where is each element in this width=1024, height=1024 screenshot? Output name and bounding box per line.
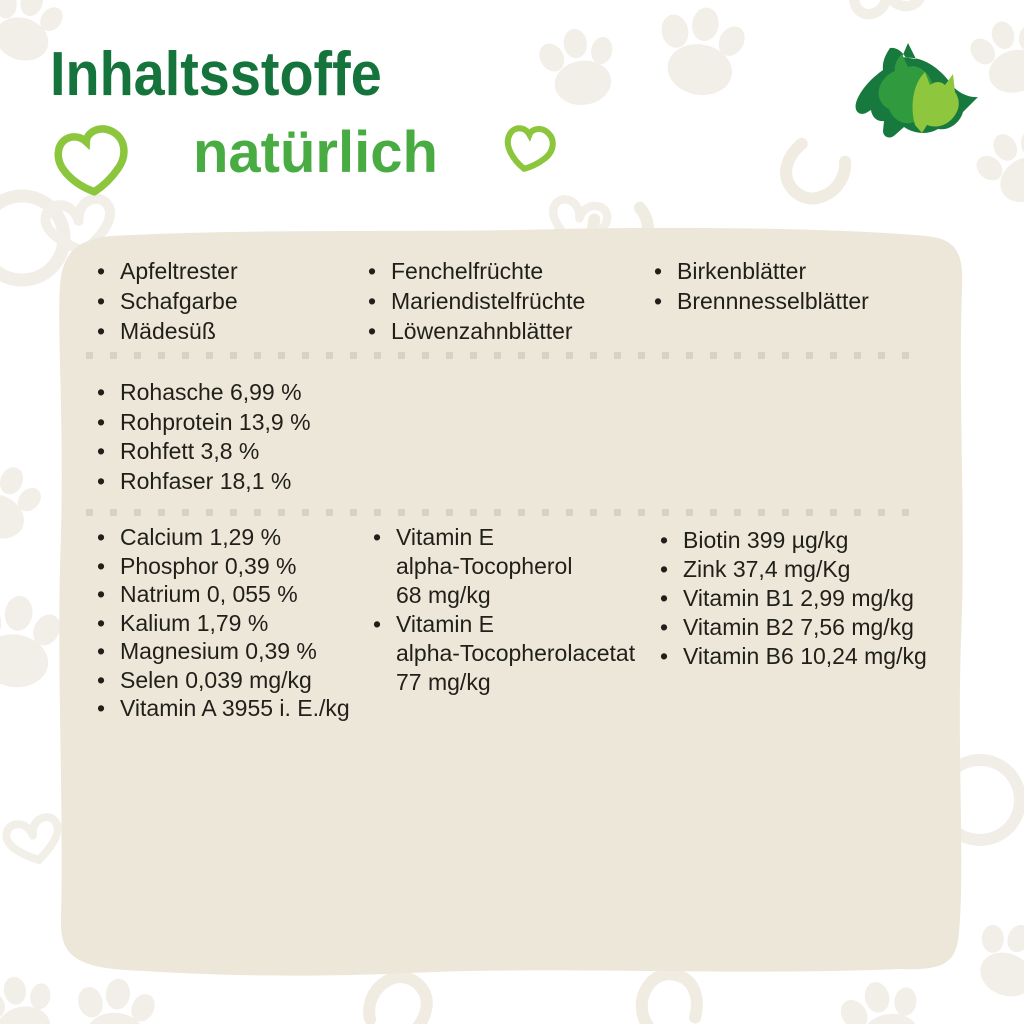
list-item: Löwenzahnblätter: [368, 316, 585, 346]
item-line: 68 mg/kg: [396, 582, 491, 608]
additives-column-2: Vitamin E alpha-Tocopherol 68 mg/kg Vita…: [373, 523, 636, 697]
item-line: 77 mg/kg: [396, 669, 491, 695]
analysis-list: Rohasche 6,99 % Rohprotein 13,9 % Rohfet…: [97, 378, 311, 497]
heart-icon: [504, 125, 556, 172]
list-item: Magnesium 0,39 %: [97, 637, 350, 666]
list-item: Rohfett 3,8 %: [97, 437, 311, 467]
herbs-column-1: Apfeltrester Schafgarbe Mädesüß: [97, 256, 238, 346]
dotted-divider: [86, 509, 916, 516]
list-item: Mariendistelfrüchte: [368, 286, 585, 316]
item-line: Vitamin E: [396, 524, 495, 550]
list-item: Fenchelfrüchte: [368, 256, 585, 286]
list-item: Rohprotein 13,9 %: [97, 408, 310, 438]
list-item: Brennnesselblätter: [654, 286, 869, 316]
horse-dog-cat-logo-icon: [855, 43, 978, 138]
list-item: Kalium 1,79 %: [97, 609, 350, 638]
list-item: Mädesüß: [97, 316, 238, 346]
herbs-column-2: Fenchelfrüchte Mariendistelfrüchte Löwen…: [368, 256, 585, 346]
list-item: Vitamin B1 2,99 mg/kg: [660, 584, 927, 613]
list-item: Zink 37,4 mg/Kg: [660, 555, 927, 584]
additives-column-3: Biotin 399 µg/kg Zink 37,4 mg/Kg Vitamin…: [660, 526, 927, 671]
list-item: Rohfaser 18,1 %: [97, 467, 311, 497]
list-item: Vitamin B6 10,24 mg/kg: [660, 642, 927, 671]
item-line: alpha-Tocopherolacetat: [396, 640, 636, 666]
list-item: Vitamin A 3955 i. E./kg: [97, 694, 350, 723]
page-title: Inhaltsstoffe: [50, 40, 382, 109]
heart-icon: [54, 125, 128, 196]
list-item: Selen 0,039 mg/kg: [97, 666, 350, 695]
additives-column-1: Calcium 1,29 % Phosphor 0,39 % Natrium 0…: [97, 523, 350, 723]
list-item: Apfeltrester: [97, 256, 238, 286]
herbs-column-3: Birkenblätter Brennnesselblätter: [654, 256, 869, 316]
list-item: Schafgarbe: [97, 286, 238, 316]
list-item: Rohasche 6,99 %: [97, 378, 311, 408]
item-line: Vitamin E: [396, 611, 495, 637]
list-item: Birkenblätter: [654, 256, 869, 286]
page-subtitle: natürlich: [193, 120, 438, 185]
list-item: Vitamin B2 7,56 mg/kg: [660, 613, 927, 642]
item-line: alpha-Tocopherol: [396, 553, 573, 579]
dotted-divider: [86, 352, 916, 359]
list-item: Phosphor 0,39 %: [97, 552, 350, 581]
list-item: Vitamin E alpha-Tocopherolacetat 77 mg/k…: [373, 610, 636, 697]
list-item: Vitamin E alpha-Tocopherol 68 mg/kg: [373, 523, 635, 610]
list-item: Biotin 399 µg/kg: [660, 526, 927, 555]
list-item: Calcium 1,29 %: [97, 523, 350, 552]
list-item: Natrium 0, 055 %: [97, 580, 350, 609]
